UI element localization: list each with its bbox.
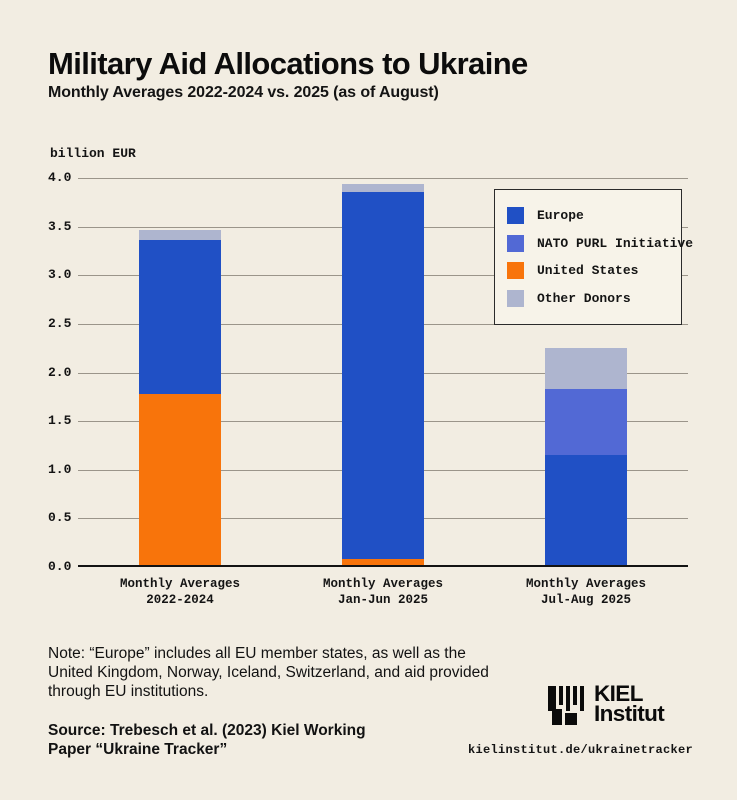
kiel-bars-icon bbox=[548, 686, 584, 725]
legend-label: NATO PURL Initiative bbox=[537, 235, 694, 251]
x-tick-line: Jul-Aug 2025 bbox=[540, 592, 631, 607]
x-tick-line: Jan-Jun 2025 bbox=[337, 592, 428, 607]
chart-legend: Europe NATO PURL Initiative United States O… bbox=[494, 189, 693, 325]
gridline bbox=[78, 178, 688, 179]
legend-label: United States bbox=[537, 263, 639, 279]
page-subtitle: Monthly Averages 2022-2024 vs. 2025 (as … bbox=[48, 84, 439, 101]
legend-swatch bbox=[507, 289, 524, 307]
note-line: through EU institutions. bbox=[48, 683, 209, 700]
bar-segment-nato-purl-initiative bbox=[545, 389, 627, 455]
y-tick-label: 3.0 bbox=[48, 267, 72, 282]
legend-label: Other Donors bbox=[537, 290, 631, 306]
note-line: Note: “Europe” includes all EU member st… bbox=[48, 645, 466, 662]
legend-item-nato-purl-initiative: NATO PURL Initiative bbox=[507, 230, 693, 258]
note-line: United Kingdom, Norway, Iceland, Switzer… bbox=[48, 664, 489, 681]
x-tick-label: Monthly Averages Jul-Aug 2025 bbox=[496, 577, 676, 608]
x-tick-label: Monthly Averages Jan-Jun 2025 bbox=[293, 577, 473, 608]
y-tick-label: 2.0 bbox=[48, 365, 72, 380]
x-tick-line: Monthly Averages bbox=[322, 577, 444, 591]
bar-segment-other-donors bbox=[545, 348, 627, 389]
kiel-logo-line2: Institut bbox=[594, 700, 665, 726]
legend-item-europe: Europe bbox=[507, 202, 671, 230]
page-title: Military Aid Allocations to Ukraine bbox=[48, 46, 528, 81]
kiel-logo-line1: KIEL bbox=[594, 681, 643, 706]
source-text: Source: Trebesch et al. (2023) Kiel Work… bbox=[48, 721, 366, 759]
y-tick-label: 4.0 bbox=[48, 170, 72, 185]
y-tick-label: 2.5 bbox=[48, 316, 72, 331]
legend-swatch bbox=[507, 207, 524, 225]
legend-item-united-states: United States bbox=[507, 257, 671, 285]
legend-item-other-donors: Other Donors bbox=[507, 285, 671, 313]
x-axis-line bbox=[78, 565, 688, 567]
legend-swatch bbox=[507, 234, 524, 252]
bar-segment-other-donors bbox=[342, 184, 424, 192]
y-tick-label: 3.5 bbox=[48, 219, 72, 234]
y-tick-label: 1.5 bbox=[48, 413, 72, 428]
y-tick-label: 0.5 bbox=[48, 510, 72, 525]
y-tick-label: 0.0 bbox=[48, 559, 72, 574]
legend-label: Europe bbox=[537, 208, 584, 224]
y-tick-label: 1.0 bbox=[48, 462, 72, 477]
source-line: Paper “Ukraine Tracker” bbox=[48, 741, 228, 758]
bar-segment-other-donors bbox=[139, 230, 221, 240]
kiel-logo-text: KIEL Institut bbox=[594, 681, 665, 726]
note-text: Note: “Europe” includes all EU member st… bbox=[48, 644, 489, 701]
kiel-institut-logo: KIEL Institut bbox=[548, 681, 665, 726]
x-tick-line: Monthly Averages bbox=[525, 577, 647, 591]
legend-swatch bbox=[507, 262, 524, 280]
source-line: Source: Trebesch et al. (2023) Kiel Work… bbox=[48, 722, 366, 739]
x-tick-line: Monthly Averages bbox=[119, 577, 241, 591]
bar-segment-europe bbox=[342, 191, 424, 559]
y-axis-unit-label: billion EUR bbox=[50, 146, 136, 161]
bar-segment-united-states bbox=[139, 394, 221, 567]
bar-segment-united-states bbox=[342, 559, 424, 567]
bar-segment-europe bbox=[139, 240, 221, 394]
bar-segment-europe bbox=[545, 455, 627, 567]
x-tick-label: Monthly Averages 2022-2024 bbox=[90, 577, 270, 608]
x-tick-line: 2022-2024 bbox=[146, 592, 214, 607]
tracker-url: kielinstitut.de/ukrainetracker bbox=[467, 743, 693, 757]
chart-plot-area bbox=[78, 178, 688, 567]
